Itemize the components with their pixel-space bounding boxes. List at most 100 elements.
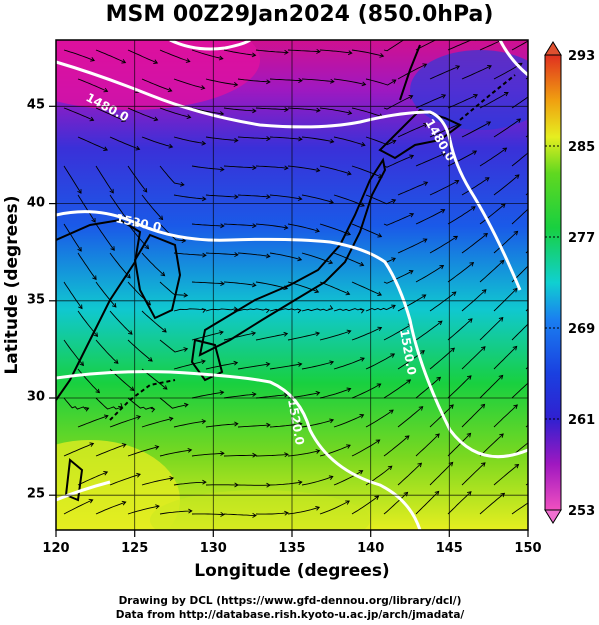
streamline bbox=[479, 433, 504, 457]
streamline bbox=[95, 443, 126, 457]
streamline-arrow bbox=[233, 82, 239, 87]
credit-data: Data from http://database.rish.kyoto-u.a… bbox=[115, 609, 465, 621]
streamline-arrow bbox=[233, 360, 239, 366]
streamline-arrow bbox=[466, 432, 472, 438]
lon-tick-130: 130 bbox=[200, 541, 227, 556]
streamline-arrow bbox=[252, 223, 257, 229]
streamline-arrow bbox=[435, 433, 440, 439]
streamline-arrow bbox=[93, 332, 99, 337]
streamline bbox=[173, 420, 206, 428]
streamline bbox=[493, 464, 519, 486]
streamline-arrow bbox=[359, 308, 365, 314]
lat-tick-35: 35 bbox=[27, 293, 45, 308]
streamline-arrow bbox=[441, 35, 445, 39]
streamline-arrow bbox=[187, 447, 193, 453]
streamline bbox=[447, 318, 473, 341]
streamline-arrow bbox=[298, 78, 303, 83]
streamline-arrow bbox=[135, 145, 141, 151]
streamline-arrow bbox=[502, 147, 508, 152]
streamline-arrow bbox=[480, 403, 486, 409]
streamline bbox=[223, 513, 257, 516]
streamline bbox=[173, 360, 206, 370]
streamline-arrow bbox=[265, 361, 271, 367]
streamline-arrow bbox=[377, 326, 383, 332]
streamline bbox=[383, 379, 411, 399]
streamline bbox=[173, 308, 206, 312]
streamline-arrow bbox=[150, 407, 156, 413]
streamline bbox=[255, 107, 289, 111]
colorbar-label-269: 269 bbox=[568, 322, 595, 337]
streamline-arrow bbox=[448, 461, 454, 467]
streamline bbox=[95, 281, 117, 308]
streamline-arrow bbox=[169, 476, 175, 481]
streamline bbox=[447, 433, 471, 457]
streamline bbox=[77, 252, 97, 280]
streamline-arrow bbox=[466, 375, 472, 380]
streamline-arrow bbox=[422, 238, 428, 243]
contour-1520-north bbox=[56, 210, 528, 459]
streamline-arrow bbox=[266, 482, 271, 488]
streamline bbox=[415, 265, 444, 283]
streamline bbox=[447, 262, 474, 283]
contour-1480-top bbox=[169, 40, 251, 51]
streamline bbox=[173, 194, 206, 200]
streamline-arrow bbox=[391, 79, 397, 84]
streamline-arrow bbox=[252, 452, 257, 458]
streamline bbox=[159, 107, 191, 118]
streamline bbox=[159, 449, 192, 457]
streamline bbox=[479, 40, 503, 51]
streamline-arrow bbox=[417, 462, 423, 468]
streamline-arrow bbox=[516, 118, 522, 123]
streamline-arrow bbox=[423, 122, 428, 128]
streamline bbox=[511, 96, 528, 109]
map-title: MSM 00Z29Jan2024 (850.0hPa) bbox=[105, 2, 494, 27]
streamline-arrow bbox=[284, 107, 289, 112]
streamline-arrow bbox=[89, 116, 95, 122]
streamline-arrow bbox=[499, 259, 505, 265]
streamline-arrow bbox=[441, 152, 447, 157]
streamline-arrow bbox=[451, 291, 457, 296]
streamline-arrow bbox=[481, 289, 487, 294]
streamline bbox=[223, 454, 257, 457]
streamline bbox=[461, 65, 492, 80]
streamline bbox=[223, 107, 256, 112]
streamline-arrow bbox=[346, 387, 352, 393]
streamline-arrow bbox=[297, 421, 303, 427]
streamline-arrow bbox=[142, 187, 148, 193]
streamline bbox=[301, 194, 334, 204]
contour-1480-east bbox=[448, 139, 522, 291]
streamline bbox=[141, 78, 172, 92]
contour-1480-ne bbox=[498, 40, 528, 77]
streamline-arrow bbox=[408, 270, 414, 275]
streamline bbox=[205, 136, 238, 141]
streamline-arrow bbox=[391, 139, 397, 145]
streamline-arrow bbox=[315, 505, 321, 511]
streamline bbox=[237, 424, 270, 428]
streamline-arrow bbox=[330, 78, 335, 84]
streamline-arrow bbox=[284, 510, 289, 516]
streamline-arrow bbox=[473, 94, 478, 99]
streamline bbox=[319, 388, 351, 399]
streamline-arrow bbox=[155, 504, 160, 510]
axis-ticks bbox=[49, 105, 529, 537]
streamline-arrow bbox=[480, 346, 486, 351]
streamline bbox=[109, 194, 129, 222]
streamline-arrow bbox=[469, 262, 475, 267]
streamline-arrow bbox=[183, 402, 189, 408]
streamline bbox=[493, 288, 518, 312]
streamline bbox=[351, 383, 381, 399]
lon-tick-125: 125 bbox=[121, 541, 148, 556]
streamline bbox=[319, 107, 352, 114]
streamline-arrow bbox=[153, 59, 159, 64]
lon-tick-120: 120 bbox=[42, 541, 69, 556]
streamline-arrow bbox=[404, 435, 410, 440]
credit-drawing: Drawing by DCL (https://www.gfd-dennou.o… bbox=[118, 595, 462, 607]
honshu-coast bbox=[198, 157, 387, 357]
streamline-arrow bbox=[103, 87, 109, 93]
streamline-arrow bbox=[314, 288, 320, 294]
streamline bbox=[237, 136, 270, 140]
streamline-arrow bbox=[128, 330, 133, 335]
streamline bbox=[191, 107, 224, 115]
streamline bbox=[511, 382, 528, 399]
streamline bbox=[397, 406, 423, 428]
